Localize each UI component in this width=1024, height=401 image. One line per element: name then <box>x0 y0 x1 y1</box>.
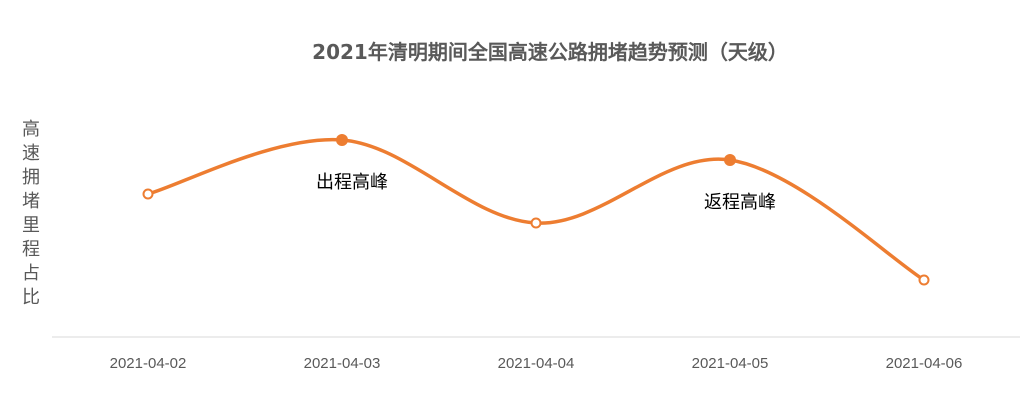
series-line <box>147 137 925 282</box>
annotation-label: 出程高峰 <box>316 172 388 193</box>
data-point <box>530 217 542 229</box>
annotation-label: 返程高峰 <box>704 192 776 213</box>
x-tick-label: 2021-04-03 <box>304 355 381 372</box>
x-tick-label: 2021-04-06 <box>886 355 963 372</box>
data-point <box>142 188 154 200</box>
data-point <box>918 274 930 286</box>
x-tick-label: 2021-04-05 <box>692 355 769 372</box>
y-axis-label: 高速拥堵里程占比 <box>22 119 40 308</box>
x-tick-label: 2021-04-02 <box>110 355 187 372</box>
data-point <box>724 154 736 166</box>
x-tick-label: 2021-04-04 <box>498 355 575 372</box>
chart-title: 2021年清明期间全国高速公路拥堵趋势预测（天级） <box>312 40 788 64</box>
data-point <box>336 134 348 146</box>
